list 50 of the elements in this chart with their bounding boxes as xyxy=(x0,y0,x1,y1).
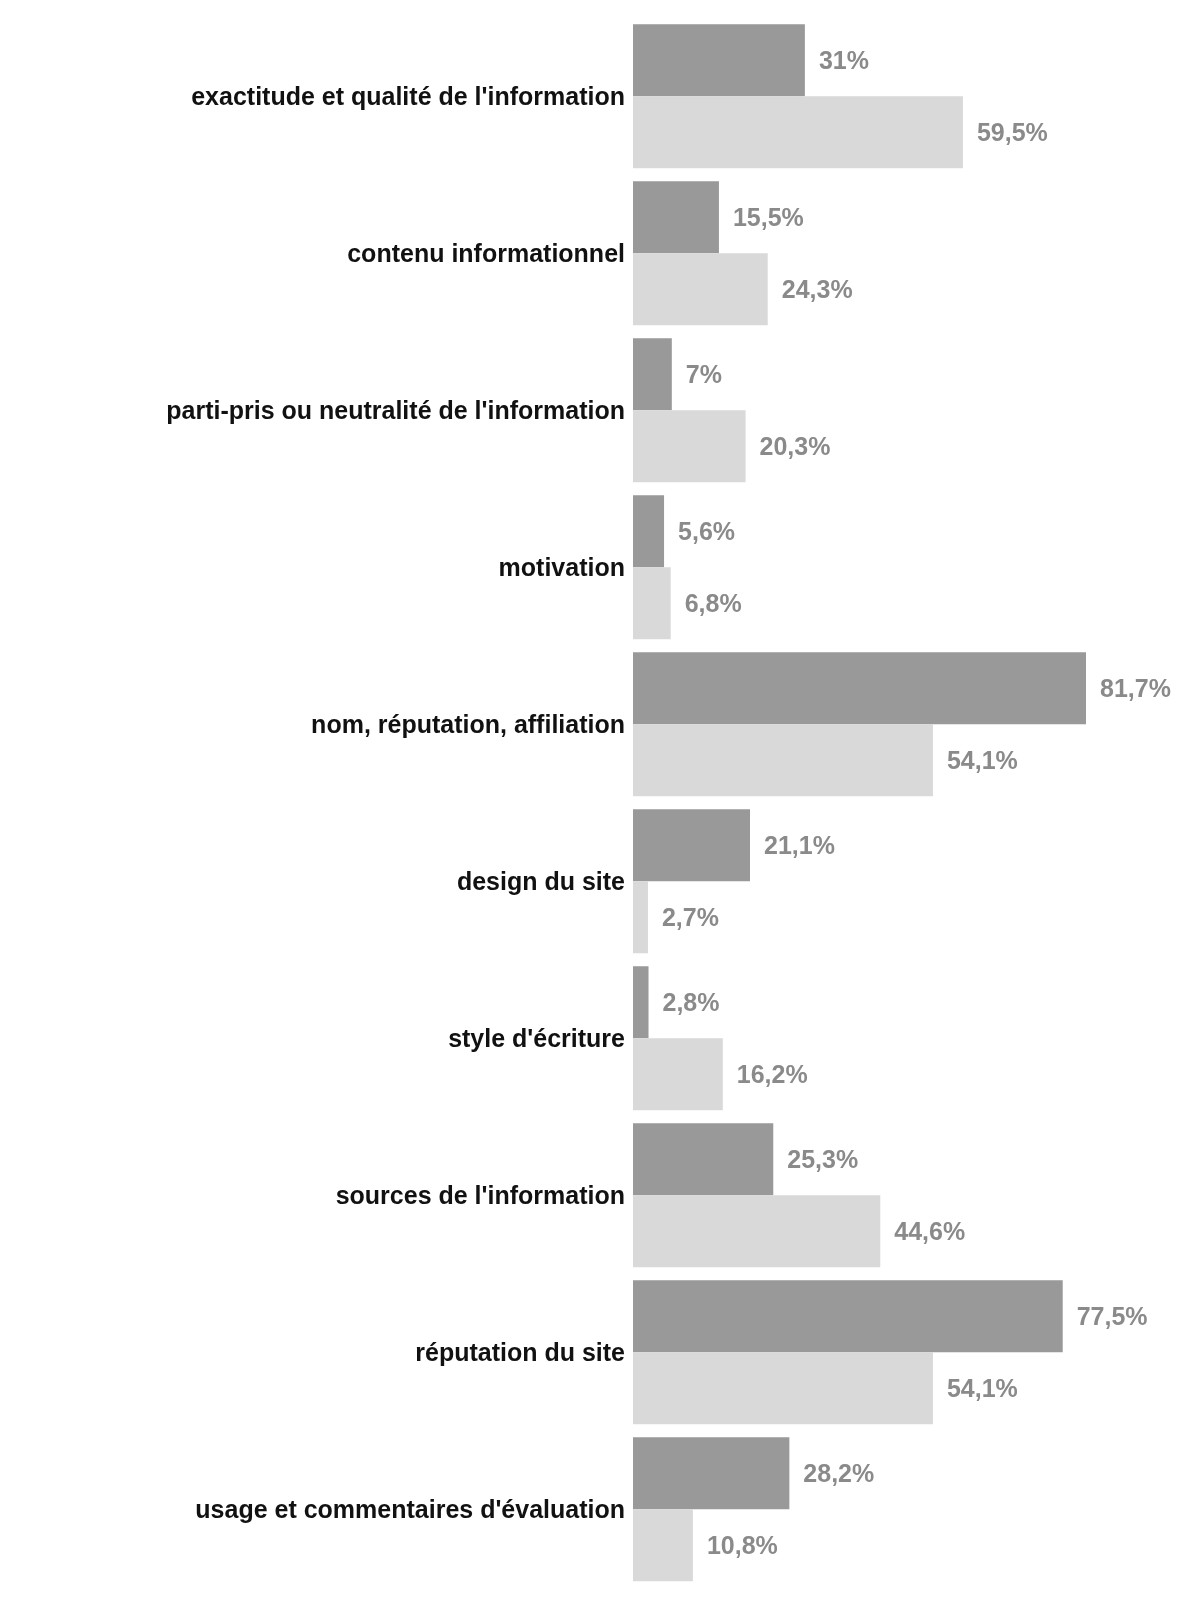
bar xyxy=(633,1352,933,1425)
data-label: 16,2% xyxy=(736,1060,808,1089)
data-label: 59,5% xyxy=(976,118,1048,147)
bar xyxy=(633,1280,1063,1353)
data-label: 15,5% xyxy=(732,203,804,232)
data-label: 54,1% xyxy=(946,1374,1018,1403)
data-label: 21,1% xyxy=(763,831,835,860)
bar xyxy=(633,1123,774,1196)
y-tick-label: contenu informationnel xyxy=(347,239,625,268)
y-tick-label: sources de l'information xyxy=(335,1181,625,1210)
bar xyxy=(633,96,963,169)
y-tick-label: style d'écriture xyxy=(448,1024,626,1053)
y-tick-label: parti-pris ou neutralité de l'information xyxy=(166,396,625,425)
bar xyxy=(633,567,671,640)
bar xyxy=(633,724,933,797)
bar xyxy=(633,24,805,97)
y-tick-label: nom, réputation, affiliation xyxy=(311,710,625,739)
data-label: 24,3% xyxy=(781,275,853,304)
y-tick-label: réputation du site xyxy=(415,1338,626,1367)
bar xyxy=(633,495,665,568)
bar xyxy=(633,181,719,254)
data-label: 31% xyxy=(818,46,869,75)
data-label: 28,2% xyxy=(803,1459,875,1488)
bar xyxy=(633,410,746,483)
bar xyxy=(633,1038,723,1111)
data-label: 2,8% xyxy=(662,988,720,1017)
data-label: 81,7% xyxy=(1100,674,1171,703)
data-label: 6,8% xyxy=(684,589,742,618)
y-tick-label: design du site xyxy=(456,867,626,896)
data-label: 44,6% xyxy=(894,1217,966,1246)
y-tick-label: exactitude et qualité de l'information xyxy=(191,82,625,111)
bar xyxy=(633,652,1086,725)
data-label: 20,3% xyxy=(759,432,831,461)
bar xyxy=(633,966,649,1039)
bar xyxy=(633,338,672,411)
y-tick-label: motivation xyxy=(498,553,625,582)
data-label: 5,6% xyxy=(678,517,736,546)
data-label: 77,5% xyxy=(1076,1302,1148,1331)
data-label: 2,7% xyxy=(661,903,719,932)
data-label: 54,1% xyxy=(946,746,1018,775)
bar xyxy=(633,253,768,326)
data-label: 10,8% xyxy=(706,1531,778,1560)
bar xyxy=(633,809,750,882)
data-label: 7% xyxy=(685,360,722,389)
bar xyxy=(633,1195,881,1268)
data-label: 25,3% xyxy=(787,1145,859,1174)
bar xyxy=(633,1437,790,1510)
bar xyxy=(633,881,648,954)
y-tick-label: usage et commentaires d'évaluation xyxy=(195,1495,625,1524)
bar xyxy=(633,1509,693,1582)
